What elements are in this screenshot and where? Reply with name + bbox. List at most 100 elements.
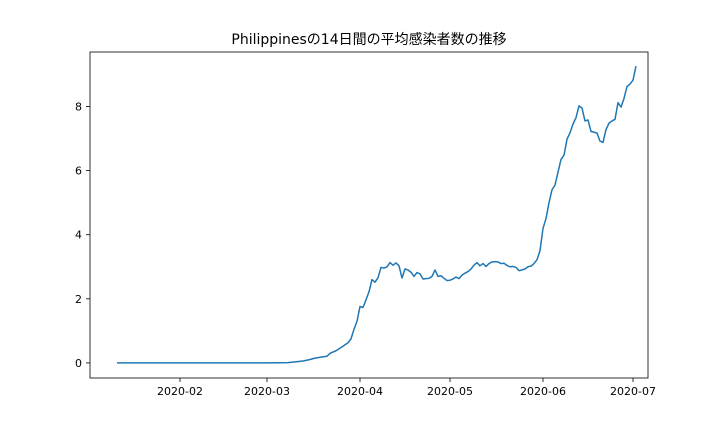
x-axis: 2020-02 2020-03 2020-04 2020-05 2020-06 2020-… <box>157 378 656 398</box>
data-point <box>569 131 572 134</box>
data-point <box>416 271 419 274</box>
data-point <box>458 277 461 280</box>
data-point <box>539 249 542 252</box>
data-point <box>497 260 500 263</box>
data-point <box>320 356 323 359</box>
data-point <box>314 357 317 360</box>
data-point <box>554 184 557 187</box>
data-point <box>530 265 533 268</box>
y-axis: 0 2 4 6 8 <box>75 100 90 370</box>
data-point <box>488 262 491 265</box>
data-point <box>143 361 146 364</box>
data-point <box>590 130 593 133</box>
data-point <box>506 264 509 267</box>
x-tick-label: 2020-07 <box>610 385 656 398</box>
data-point <box>500 262 503 265</box>
data-point <box>623 97 626 100</box>
data-point <box>515 266 518 269</box>
data-point <box>563 154 566 157</box>
data-point <box>494 260 497 263</box>
data-point <box>578 104 581 107</box>
data-point <box>512 265 515 268</box>
data-point <box>410 271 413 274</box>
data-point <box>374 281 377 284</box>
data-point <box>395 261 398 264</box>
data-point <box>581 107 584 110</box>
data-point <box>626 85 629 88</box>
data-point <box>533 262 536 265</box>
data-point <box>341 345 344 348</box>
data-point <box>371 278 374 281</box>
data-point <box>383 267 386 270</box>
data-point <box>368 290 371 293</box>
data-point <box>347 341 350 344</box>
data-point <box>548 201 551 204</box>
data-point <box>527 265 530 268</box>
data-point <box>602 141 605 144</box>
series-line-0 <box>117 65 637 364</box>
data-point <box>380 266 383 269</box>
data-point <box>422 277 425 280</box>
data-point <box>293 360 296 363</box>
data-point <box>524 268 527 271</box>
data-point <box>404 268 407 271</box>
data-point <box>464 272 467 275</box>
data-point <box>398 264 401 267</box>
data-point <box>608 122 611 125</box>
data-point <box>605 128 608 131</box>
data-point <box>485 265 488 268</box>
data-point <box>326 355 329 358</box>
data-point <box>362 306 365 309</box>
data-point <box>542 227 545 230</box>
data-point <box>635 65 638 68</box>
data-point <box>392 264 395 267</box>
data-point <box>266 361 269 364</box>
y-tick-label: 0 <box>75 357 82 370</box>
data-point <box>617 101 620 104</box>
y-tick-label: 8 <box>75 100 82 113</box>
axes-frame <box>89 51 649 379</box>
data-point <box>434 268 437 271</box>
data-point <box>560 158 563 161</box>
data-point <box>353 328 356 331</box>
data-point <box>599 140 602 143</box>
x-tick-label: 2020-02 <box>157 385 203 398</box>
data-point <box>179 361 182 364</box>
data-point <box>557 171 560 174</box>
data-point <box>551 188 554 191</box>
x-tick-label: 2020-06 <box>520 385 566 398</box>
data-point <box>632 79 635 82</box>
data-point <box>116 361 119 364</box>
data-point <box>449 279 452 282</box>
data-point <box>452 277 455 280</box>
data-point <box>572 123 575 126</box>
data-point <box>491 260 494 263</box>
data-point <box>575 116 578 119</box>
data-point <box>482 262 485 265</box>
data-point <box>629 83 632 86</box>
data-point <box>350 337 353 340</box>
data-point <box>221 361 224 364</box>
data-point <box>545 217 548 220</box>
data-point <box>287 361 290 364</box>
data-point <box>308 358 311 361</box>
data-point <box>587 118 590 121</box>
data-point <box>302 360 305 363</box>
data-point <box>419 272 422 275</box>
data-point <box>443 277 446 280</box>
x-tick-label: 2020-05 <box>427 385 473 398</box>
data-point <box>479 264 482 267</box>
data-point <box>509 265 512 268</box>
data-point <box>356 320 359 323</box>
data-point <box>446 279 449 282</box>
data-point <box>425 277 428 280</box>
chart-title: Philippinesの14日間の平均感染者数の推移 <box>231 31 506 48</box>
data-point <box>620 106 623 109</box>
data-point <box>566 138 569 141</box>
y-tick-label: 6 <box>75 165 82 178</box>
y-tick-label: 4 <box>75 229 82 242</box>
x-tick-label: 2020-04 <box>337 385 383 398</box>
data-point <box>611 119 614 122</box>
